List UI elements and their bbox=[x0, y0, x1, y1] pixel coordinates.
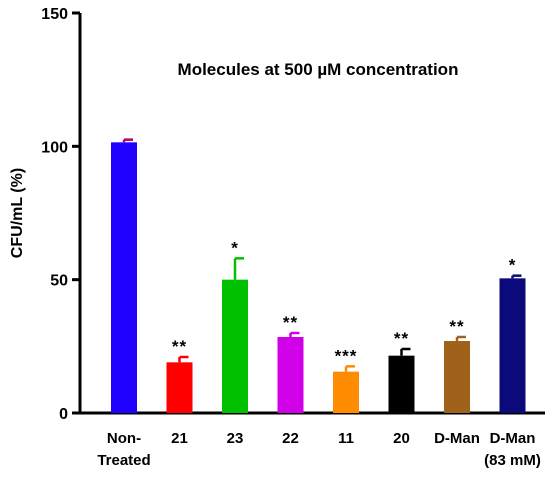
bar bbox=[444, 341, 470, 413]
x-tick-label: 23 bbox=[227, 430, 244, 447]
y-tick-label: 0 bbox=[59, 406, 68, 423]
significance-label: *** bbox=[335, 346, 358, 365]
y-tick-label: 50 bbox=[50, 273, 68, 290]
significance-label: ** bbox=[394, 329, 409, 348]
bar bbox=[277, 337, 304, 413]
bar bbox=[222, 279, 248, 413]
x-tick-label: 11 bbox=[338, 430, 354, 447]
chart-title: Molecules at 500 µM concentration bbox=[178, 60, 459, 79]
x-tick-label: (83 mM) bbox=[484, 452, 541, 469]
significance-label: * bbox=[509, 256, 517, 275]
y-tick-label: 100 bbox=[41, 139, 68, 156]
significance-label: ** bbox=[449, 317, 464, 336]
x-tick-label: D-Man bbox=[434, 430, 480, 447]
bar bbox=[499, 278, 526, 413]
significance-label: * bbox=[231, 238, 239, 257]
y-tick-label: 150 bbox=[41, 6, 68, 23]
bar bbox=[166, 362, 193, 413]
y-axis-label: CFU/mL (%) bbox=[9, 168, 26, 258]
x-tick-label: Treated bbox=[97, 452, 150, 469]
bar bbox=[388, 355, 415, 413]
significance-label: ** bbox=[283, 313, 298, 332]
y-axis-ticks: 0 50 100 150 bbox=[41, 6, 80, 423]
significance-label: ** bbox=[172, 337, 187, 356]
x-tick-label: 20 bbox=[393, 430, 410, 447]
x-tick-label: 21 bbox=[171, 430, 188, 447]
bar bbox=[333, 371, 359, 413]
x-tick-label: 22 bbox=[282, 430, 299, 447]
x-tick-label: D-Man bbox=[490, 430, 536, 447]
bars: ************* bbox=[111, 138, 526, 414]
bar bbox=[111, 142, 137, 414]
x-tick-label: Non- bbox=[107, 430, 141, 447]
